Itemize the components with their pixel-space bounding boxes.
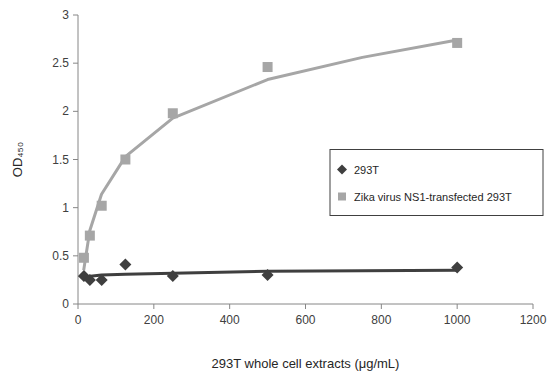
point (168, 108, 178, 118)
y-tick-label: 2.5 (52, 56, 69, 70)
point (119, 259, 131, 271)
y-tick (73, 304, 78, 305)
x-tick-label: 0 (75, 313, 82, 327)
y-tick-label: 3 (62, 8, 69, 22)
y-tick-label: 2 (62, 104, 69, 118)
y-tick (73, 15, 78, 16)
x-tick-label: 1200 (520, 313, 547, 327)
x-tick-label: 1000 (444, 313, 471, 327)
x-tick-label: 600 (295, 313, 315, 327)
x-tick (533, 304, 534, 309)
x-tick-label: 200 (144, 313, 164, 327)
point (84, 274, 96, 286)
point (452, 38, 462, 48)
point (120, 155, 130, 165)
x-tick (78, 304, 79, 309)
x-tick (305, 304, 306, 309)
y-tick-label: 0 (62, 297, 69, 311)
y-tick-label: 1.5 (52, 153, 69, 167)
point (167, 270, 179, 282)
x-tick-label: 400 (220, 313, 240, 327)
point (451, 261, 463, 273)
point (96, 274, 108, 286)
legend-marker (338, 193, 346, 201)
chart: 0 0.5 1 1.5 2 2.5 3 0 200 400 600 800 1000 1200 293T w… (0, 0, 559, 380)
legend-label: Zika virus NS1-transfected 293T (354, 191, 512, 203)
y-tick (73, 111, 78, 112)
legend-label: 293T (354, 164, 379, 176)
x-tick-label: 800 (371, 313, 391, 327)
y-tick-label: 1 (62, 201, 69, 215)
x-tick (153, 304, 154, 309)
y-tick (73, 159, 78, 160)
legend-box (330, 150, 543, 216)
x-tick (229, 304, 230, 309)
y-tick (73, 207, 78, 208)
y-axis-title: OD₄₅₀ (10, 142, 25, 177)
point (262, 269, 274, 281)
x-tick (457, 304, 458, 309)
point (263, 62, 273, 72)
y-tick (73, 255, 78, 256)
point (79, 253, 89, 263)
point (97, 201, 107, 211)
legend-marker (337, 165, 347, 175)
x-axis-title: 293T whole cell extracts (μg/mL) (212, 356, 400, 371)
point (85, 231, 95, 241)
y-tick-label: 0.5 (52, 249, 69, 263)
legend: 293T Zika virus NS1-transfected 293T (330, 150, 543, 216)
x-tick (381, 304, 382, 309)
y-tick (73, 63, 78, 64)
